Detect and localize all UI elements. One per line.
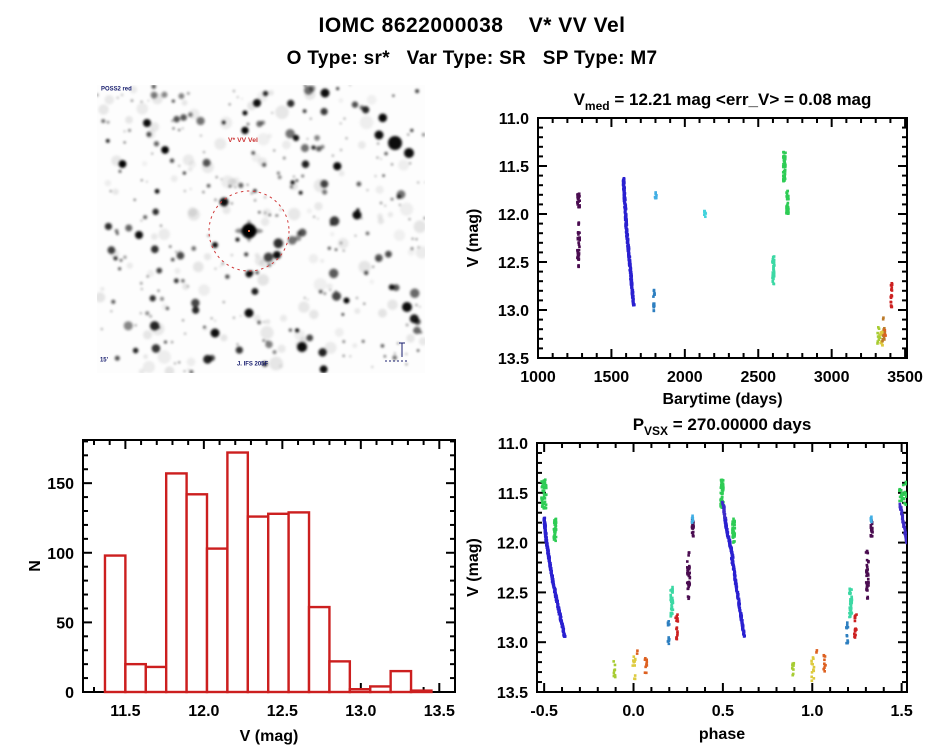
survey-label: POSS2 red (101, 86, 132, 92)
svg-text:12.5: 12.5 (497, 585, 528, 602)
svg-text:2000: 2000 (667, 369, 703, 386)
svg-text:0.5: 0.5 (712, 703, 734, 720)
histogram-plot: 11.5 12.0 12.5 13.0 13.5 0 50 100 150 V (mag) N (28, 439, 456, 745)
svg-text:PVSX = 270.00000 days: PVSX = 270.00000 days (633, 415, 812, 438)
svg-text:11.5: 11.5 (498, 486, 528, 503)
epoch-label: J. IFS 205F (237, 361, 269, 367)
phase-folded-plot: -0.5 0.0 0.5 1.0 1.5 11.0 11.5 12.0 12.5 13.0 13.5… (465, 415, 913, 743)
svg-text:2500: 2500 (740, 369, 776, 386)
scale-marker (385, 342, 407, 362)
svg-text:11.0: 11.0 (499, 111, 529, 128)
svg-text:V (mag): V (mag) (465, 538, 482, 597)
svg-text:13.0: 13.0 (345, 703, 376, 720)
svg-text:N: N (28, 560, 44, 572)
svg-text:3500: 3500 (887, 369, 923, 386)
target-label: V* VV Vel (228, 136, 258, 144)
svg-text:phase: phase (699, 726, 745, 743)
svg-text:V (mag): V (mag) (465, 209, 482, 268)
page-title: IOMC 8622000038 V* VV Vel (318, 14, 626, 37)
svg-text:0.0: 0.0 (622, 703, 644, 720)
svg-text:150: 150 (47, 476, 74, 493)
svg-text:11.0: 11.0 (498, 436, 528, 453)
fov-label: 15' (100, 357, 109, 363)
finder-chart-image: POSS2 red V* VV Vel 15' J. IFS 205F (97, 85, 425, 373)
svg-text:13.5: 13.5 (498, 351, 529, 368)
svg-text:12.5: 12.5 (267, 703, 298, 720)
svg-text:13.5: 13.5 (424, 703, 455, 720)
svg-text:13.5: 13.5 (497, 685, 528, 702)
svg-text:11.5: 11.5 (499, 159, 529, 176)
svg-text:100: 100 (47, 546, 74, 563)
svg-text:-0.5: -0.5 (530, 703, 558, 720)
svg-text:1000: 1000 (520, 369, 556, 386)
svg-text:12.0: 12.0 (188, 703, 219, 720)
starfield-image (97, 85, 425, 373)
svg-text:3000: 3000 (814, 369, 850, 386)
svg-text:Vmed = 12.21 mag <err_V> = 0.0: Vmed = 12.21 mag <err_V> = 0.08 mag (574, 90, 872, 113)
svg-text:1.5: 1.5 (891, 703, 913, 720)
svg-text:11.5: 11.5 (110, 703, 140, 720)
page-subtitle: O Type: sr* Var Type: SR SP Type: M7 (286, 48, 658, 69)
svg-text:1.0: 1.0 (801, 703, 823, 720)
svg-text:0: 0 (65, 685, 74, 702)
svg-text:V (mag): V (mag) (240, 728, 299, 745)
svg-text:12.0: 12.0 (497, 536, 528, 553)
svg-text:50: 50 (56, 615, 74, 632)
lightcurve-plot: 1000 1500 2000 2500 3000 3500 11.0 11.5 12.0 12.5… (465, 90, 923, 408)
svg-text:Barytime (days): Barytime (days) (662, 391, 782, 408)
svg-text:13.0: 13.0 (497, 635, 528, 652)
svg-text:12.5: 12.5 (498, 255, 529, 272)
svg-text:1500: 1500 (594, 369, 630, 386)
svg-text:13.0: 13.0 (498, 303, 529, 320)
svg-text:12.0: 12.0 (498, 207, 529, 224)
